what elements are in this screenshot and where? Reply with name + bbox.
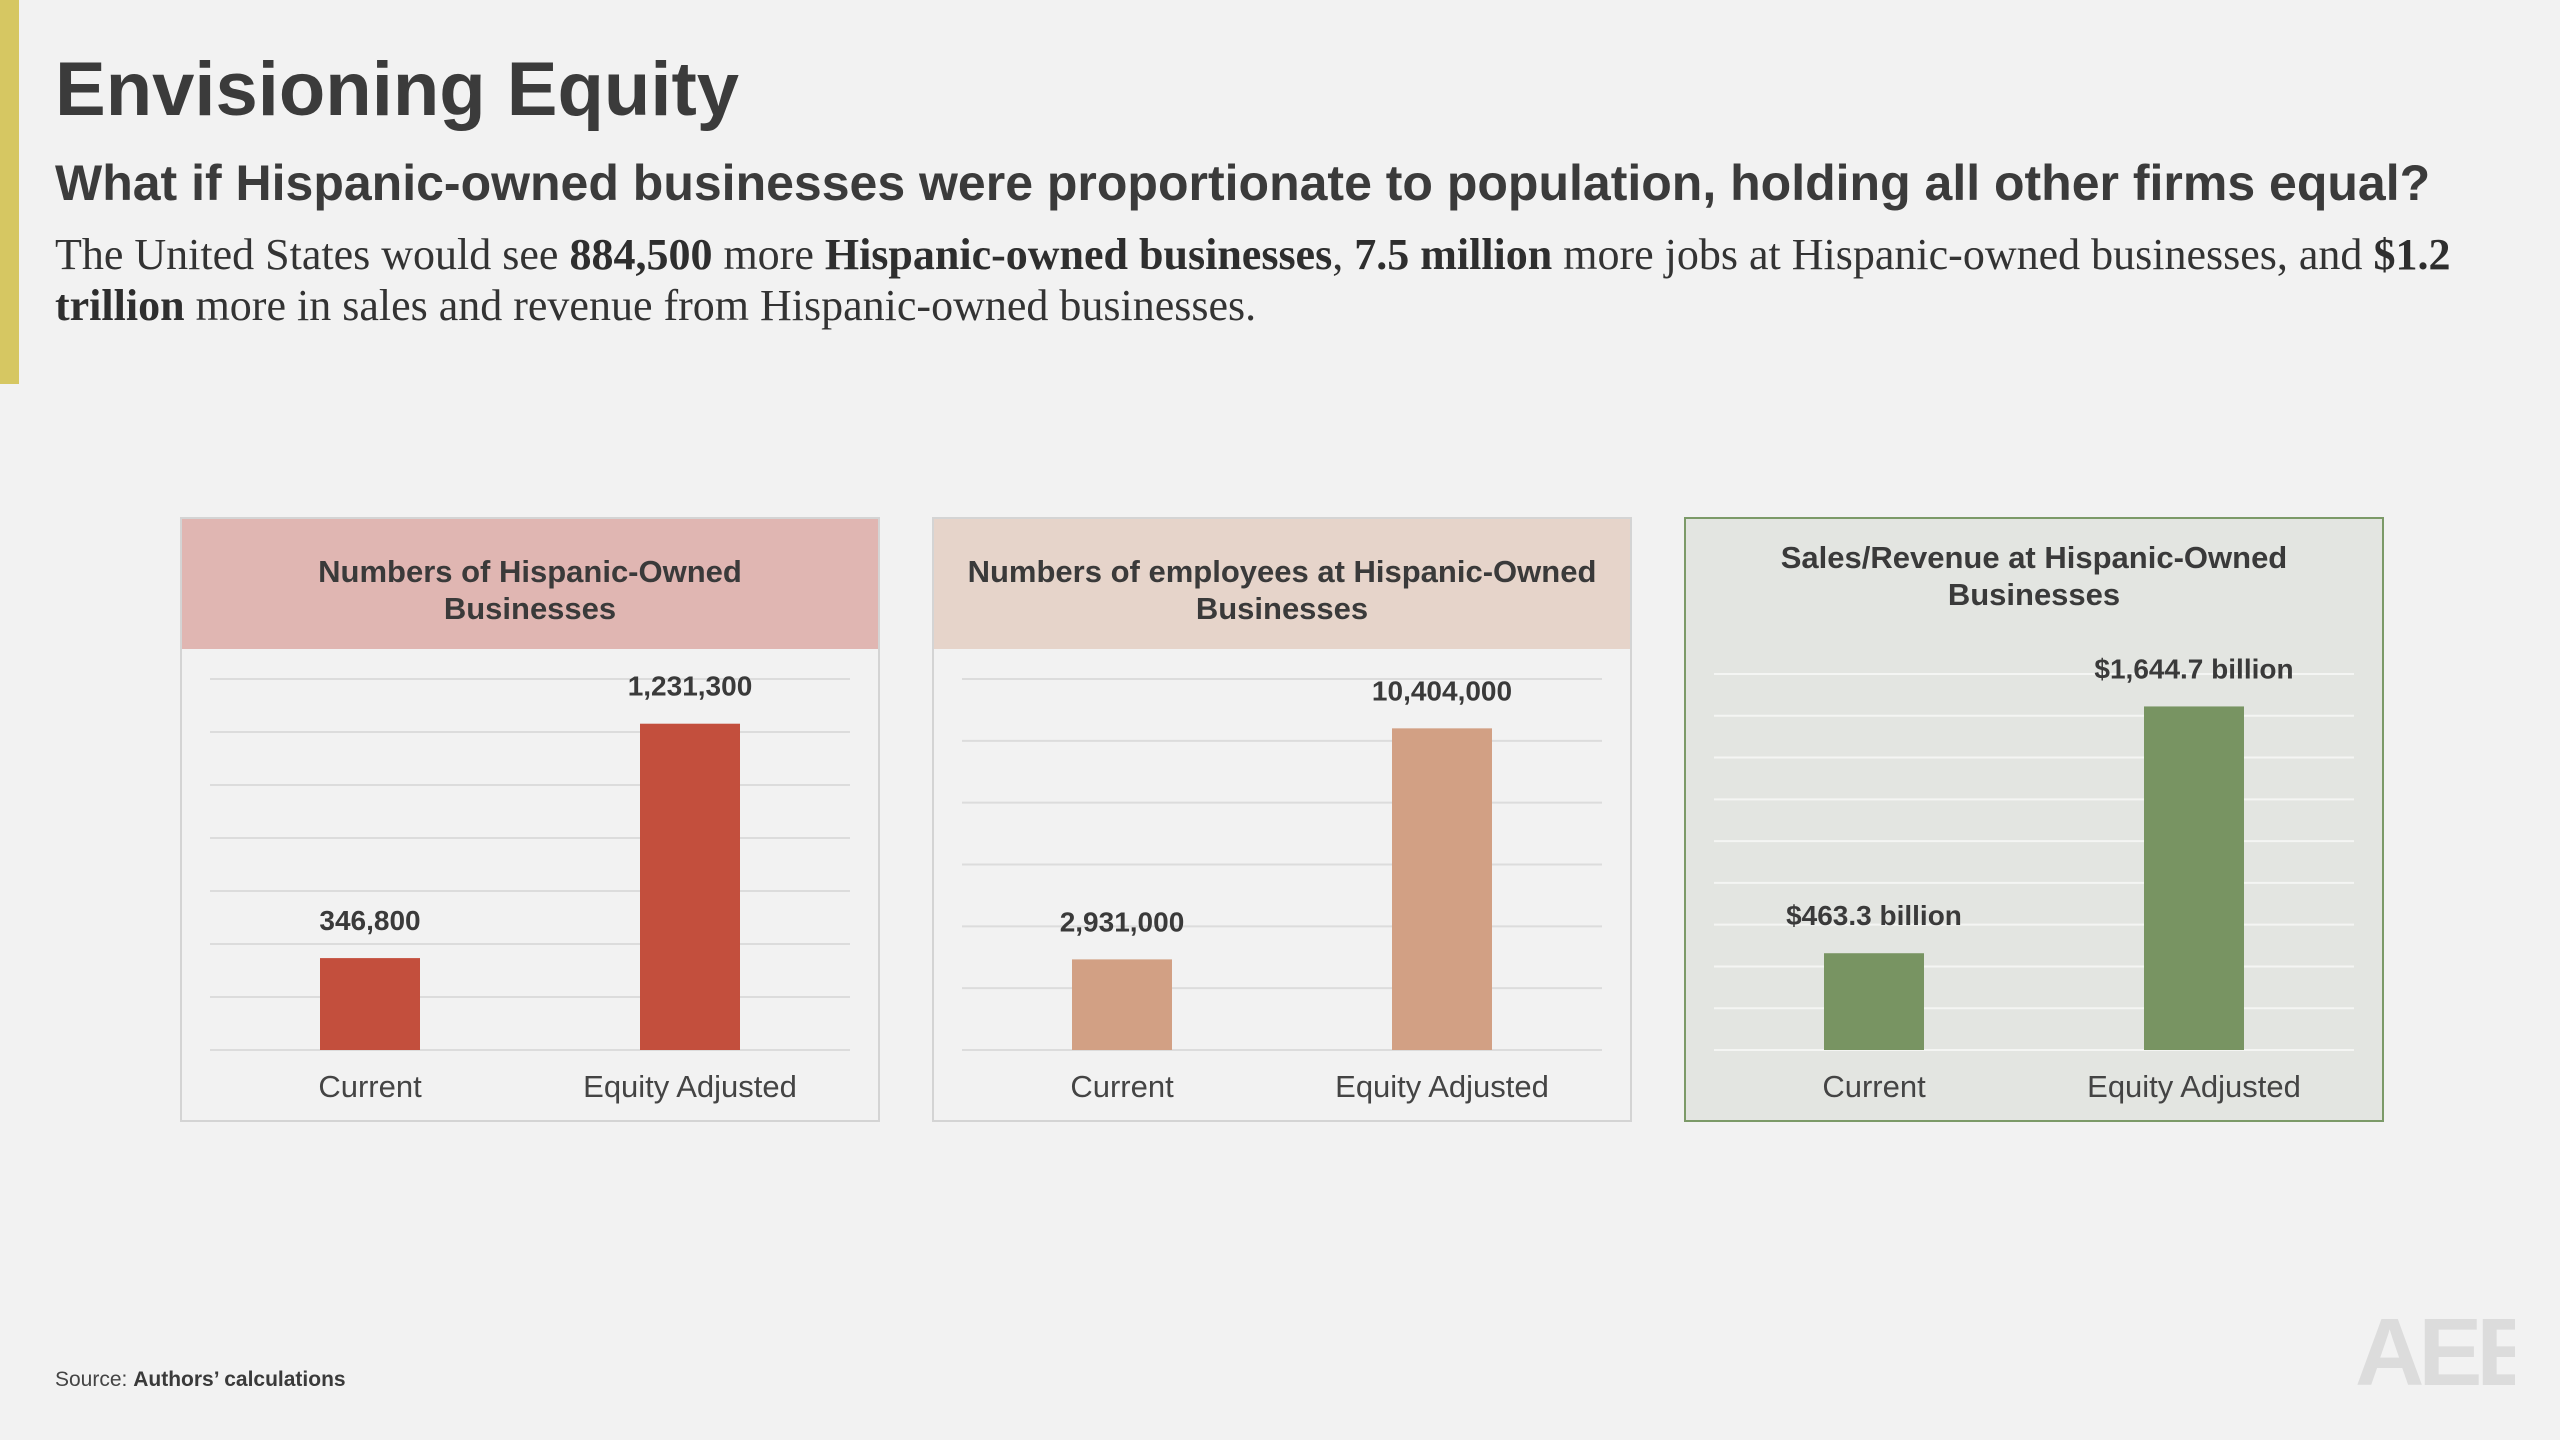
panel-header-businesses	[182, 519, 878, 649]
bar-employees-equity-adjusted	[1392, 728, 1492, 1050]
chart-panel-sales: Sales/Revenue at Hispanic-Owned Business…	[1684, 517, 2384, 1122]
bar-chart-employees: 2,931,000 Current 10,404,000 Equity Adjuste…	[962, 675, 1602, 1104]
intro-bold-businesses-count: 884,500	[569, 230, 713, 279]
source-label: Source:	[55, 1368, 128, 1391]
chart-panel-employees: Numbers of employees at Hispanic-Owned B…	[932, 517, 1632, 1122]
gridlines	[1714, 673, 2354, 1051]
bar-sales-current	[1824, 953, 1924, 1050]
intro-text-3: ,	[1332, 230, 1355, 279]
page-subtitle: What if Hispanic-owned businesses were p…	[55, 155, 2431, 211]
x-tick-label: Current	[318, 1069, 422, 1104]
intro-bold-businesses: Hispanic-owned businesses	[824, 230, 1333, 279]
data-label: $463.3 billion	[1786, 900, 1962, 931]
intro-text-5: more in sales and revenue from Hispanic-…	[184, 281, 1257, 330]
x-tick-label: Current	[1822, 1069, 1926, 1104]
data-label: 10,404,000	[1372, 675, 1512, 706]
x-tick-label: Equity Adjusted	[583, 1069, 797, 1104]
x-tick-label: Equity Adjusted	[2087, 1069, 2301, 1104]
data-label: 346,800	[319, 905, 420, 936]
gridlines	[210, 678, 850, 1051]
source-note: Source: Authors’ calculations	[55, 1368, 346, 1392]
data-label: $1,644.7 billion	[2094, 653, 2293, 684]
intro-text-2: more	[712, 230, 825, 279]
intro-bold-jobs: 7.5 million	[1354, 230, 1553, 279]
data-label: 2,931,000	[1060, 906, 1185, 937]
intro-text-4: more jobs at Hispanic-owned businesses, …	[1552, 230, 2374, 279]
chart-title-employees: Numbers of employees at Hispanic-Owned B…	[967, 554, 1597, 626]
chart-title-businesses: Numbers of Hispanic-Owned Businesses	[318, 554, 742, 626]
gridlines	[962, 678, 1602, 1051]
accent-bar	[0, 0, 19, 384]
panel-header-employees	[934, 519, 1630, 649]
bar-employees-current	[1072, 959, 1172, 1050]
intro-paragraph: The United States would see 884,500 more…	[55, 229, 2495, 331]
svg-text:AEE: AEE	[2355, 1308, 2515, 1393]
aee-logo: AEE	[2355, 1308, 2515, 1393]
x-tick-label: Current	[1070, 1069, 1174, 1104]
x-tick-label: Equity Adjusted	[1335, 1069, 1549, 1104]
bar-businesses-equity-adjusted	[640, 723, 740, 1050]
intro-bold-sales: $1.2 trillion	[55, 230, 2451, 330]
source-value: Authors’ calculations	[133, 1368, 346, 1391]
chart-title-sales: Sales/Revenue at Hispanic-Owned Business…	[1780, 540, 2288, 612]
data-label: 1,231,300	[628, 671, 753, 702]
page-title: Envisioning Equity	[55, 47, 740, 132]
bar-chart-sales: $463.3 billion Current $1,644.7 billion Equ…	[1714, 653, 2354, 1104]
bar-sales-equity-adjusted	[2144, 706, 2244, 1050]
bar-businesses-current	[320, 958, 420, 1050]
intro-text-1: The United States would see	[55, 230, 570, 279]
bar-chart-businesses: 346,800 Current 1,231,300 Equity Adjusted	[210, 671, 850, 1104]
chart-panel-businesses: Numbers of Hispanic-Owned Businesses 346…	[180, 517, 880, 1122]
